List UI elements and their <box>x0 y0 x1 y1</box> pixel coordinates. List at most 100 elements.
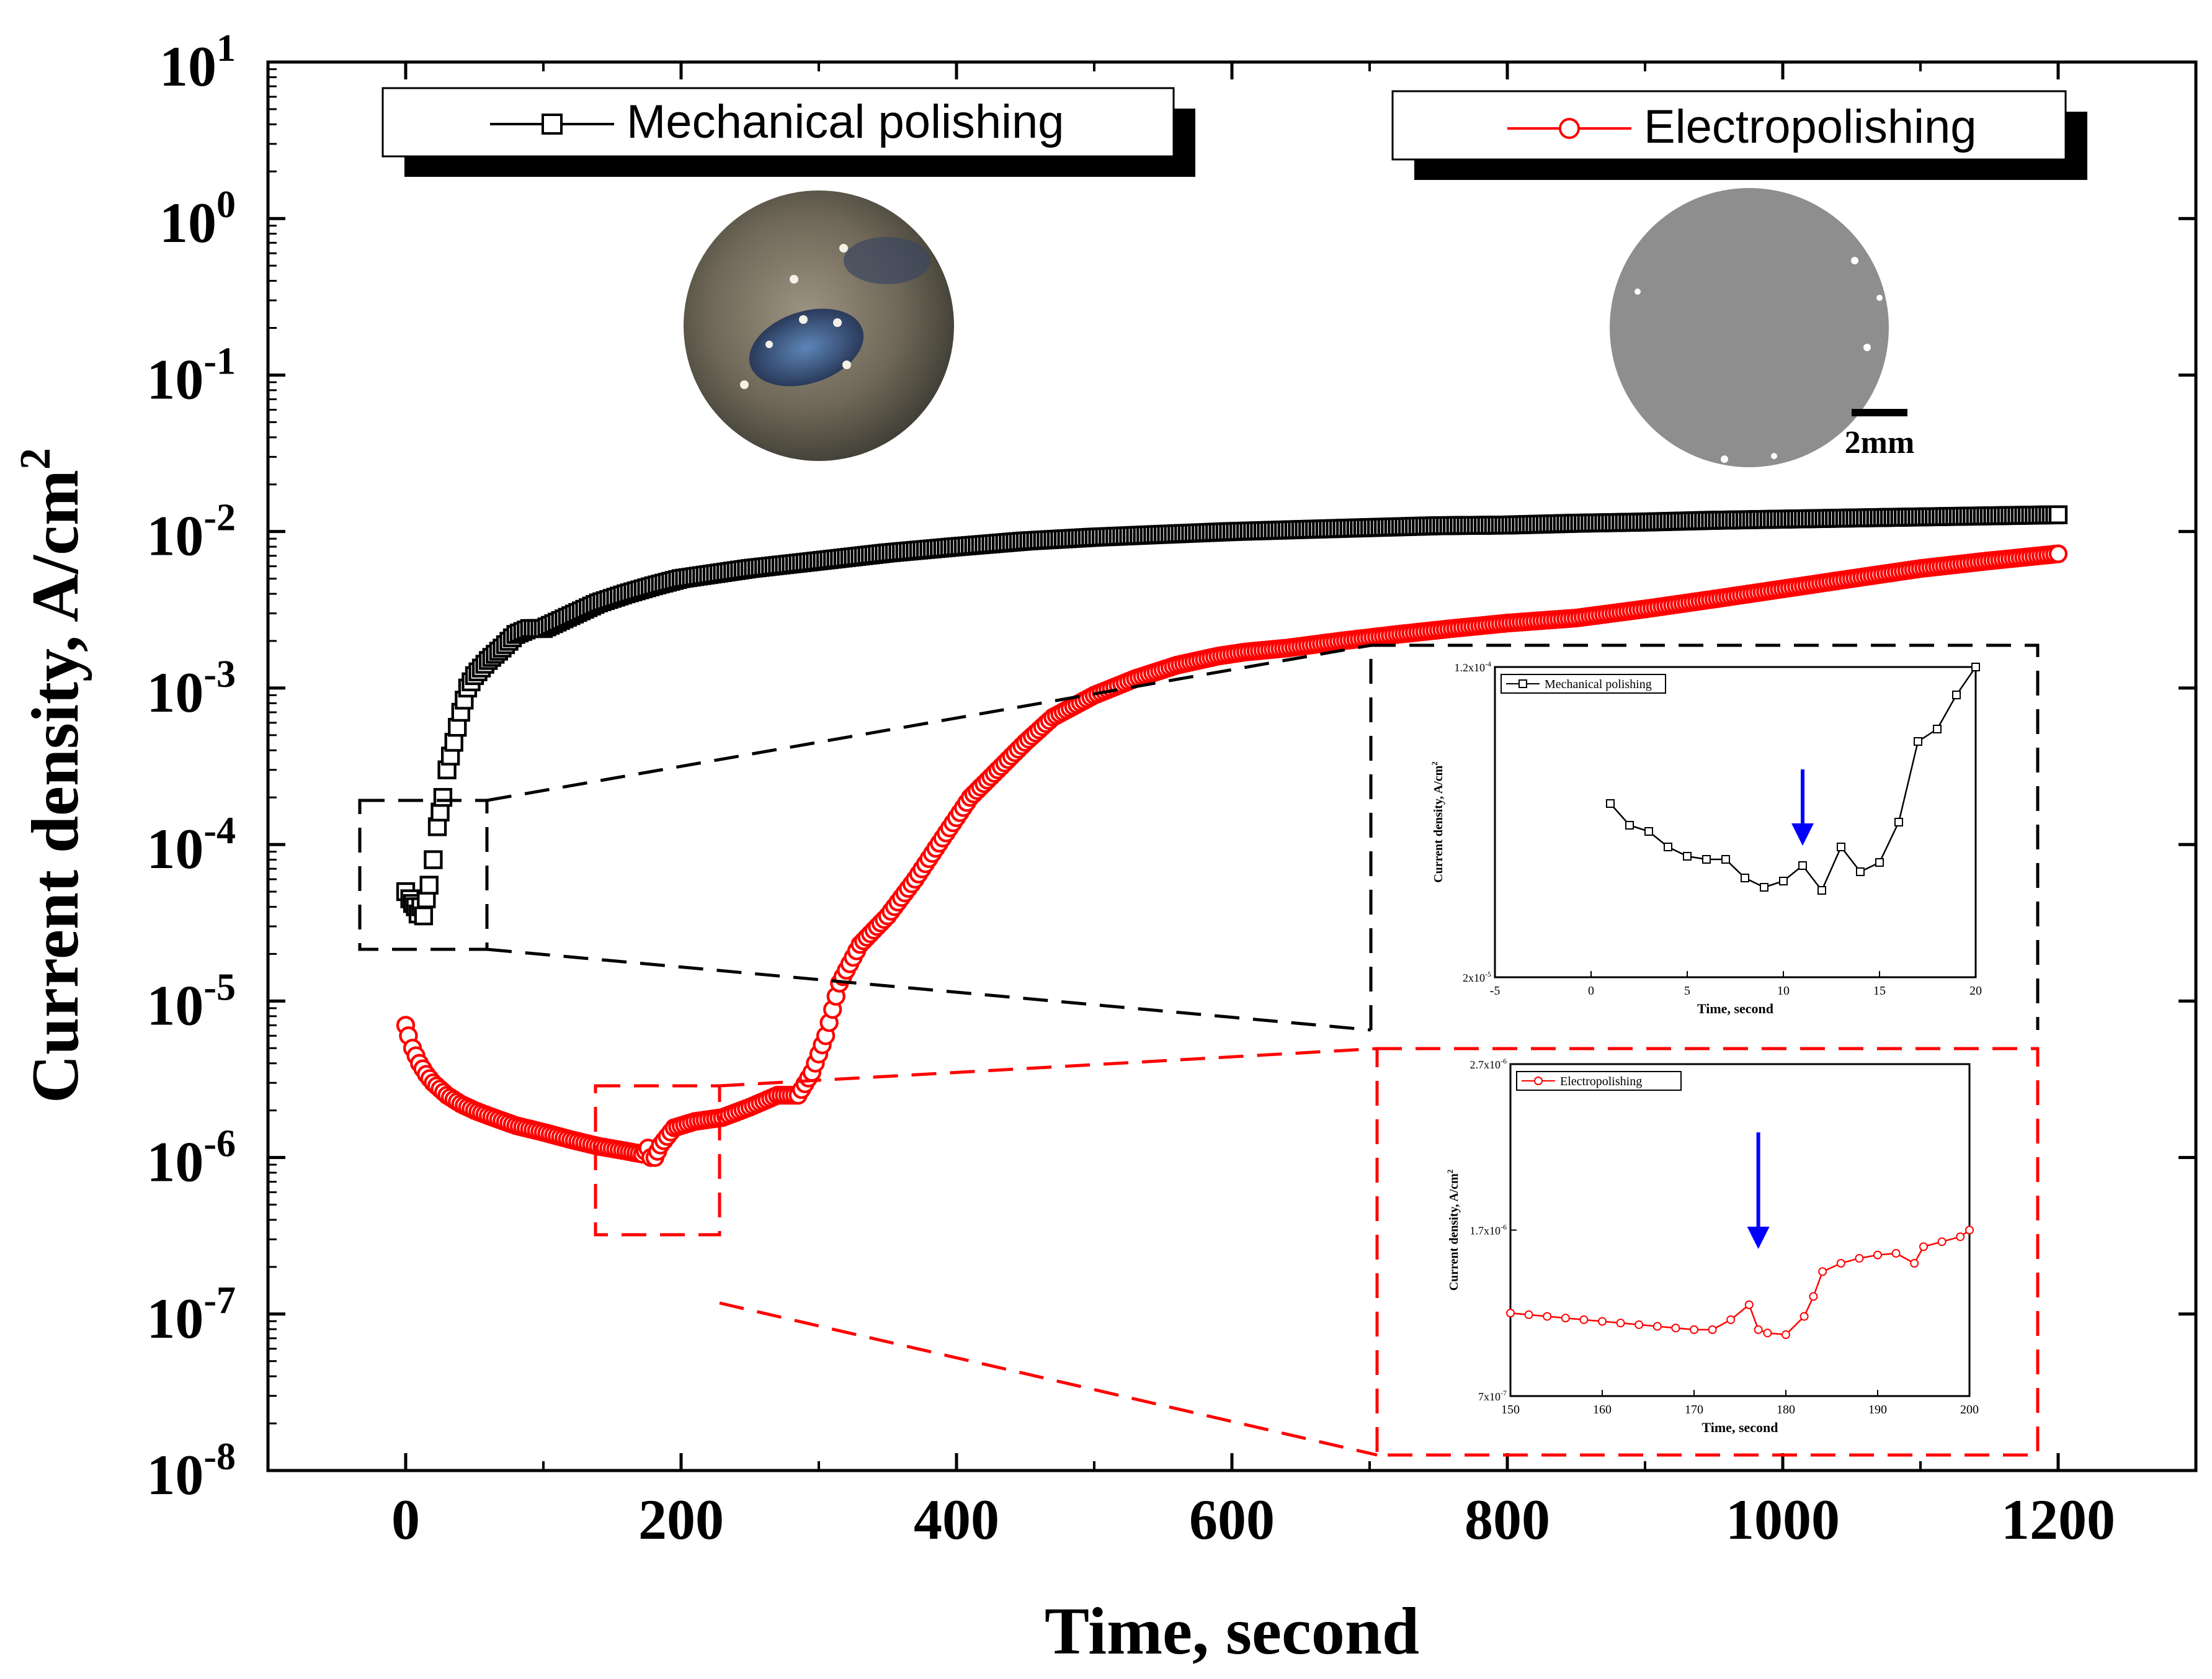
inset-y-tick-label-exponent: -6 <box>1501 1223 1507 1232</box>
legend-electro-label: Electropolishing <box>1644 101 1977 153</box>
x-tick-label: 600 <box>1189 1488 1275 1551</box>
inset-data-point <box>1652 1322 1662 1331</box>
inset-data-point <box>1702 855 1711 864</box>
x-tick-label: 0 <box>391 1488 420 1551</box>
y-axis-label-superscript: 2 <box>12 448 60 470</box>
inset-data-point <box>1799 1312 1809 1321</box>
inset-data-point <box>1506 1309 1515 1318</box>
inset-data-point <box>1809 1292 1818 1301</box>
y-tick-label-exponent: -6 <box>203 1123 236 1165</box>
x-axis: 0 200 400 600 800 1000 1200 <box>267 62 2115 1551</box>
inset-data-point <box>1937 1237 1947 1247</box>
inset-y-tick-label: 2x10-5 <box>1463 970 1491 984</box>
inset-data-point <box>1744 1300 1754 1309</box>
legend-mechanical-marker <box>542 114 563 135</box>
y-tick-label-base: 10 <box>146 974 203 1037</box>
inset-y-tick-label: 7x10-7 <box>1478 1389 1507 1403</box>
inset-y-tick-label-base: 1.2x10 <box>1455 661 1486 674</box>
inset-x-tick-label: 200 <box>1960 1403 1979 1417</box>
inset-frame <box>1494 666 1977 978</box>
inset-data-point <box>1625 821 1634 830</box>
y-tick-label-base: 10 <box>146 504 203 568</box>
inset-data-point <box>1598 1317 1607 1326</box>
inset-y-tick-label-base: 7x10 <box>1478 1390 1501 1403</box>
inset-data-point <box>1875 858 1884 867</box>
inset-data-point <box>1894 818 1903 826</box>
inset-data-point <box>1952 691 1961 699</box>
zoom-callout-mechanical <box>358 643 2040 1032</box>
inset-y-tick-label: 1.7x10-6 <box>1470 1223 1507 1237</box>
inset-legend-label: Mechanical polishing <box>1545 678 1652 691</box>
y-axis-label: Current density, A/cm2 <box>12 448 92 1103</box>
inset-y-axis-label-text: Current density, A/cm <box>1447 1173 1461 1291</box>
inset-y-tick-label-exponent: -7 <box>1501 1389 1507 1397</box>
mechanical-data-point <box>2048 505 2068 524</box>
inset-x-tick-label: 160 <box>1593 1403 1612 1417</box>
inset-data-point <box>1644 827 1653 836</box>
y-tick-label-exponent: 0 <box>216 184 236 226</box>
inset-data-point <box>1760 883 1768 892</box>
y-tick-label: 10-2 <box>146 497 236 568</box>
inset-legend-label: Electropolishing <box>1560 1075 1642 1088</box>
mechanical-data-point <box>419 875 439 895</box>
inset-x-axis-label: Time, second <box>1701 1420 1778 1435</box>
inset-data-point <box>1579 1315 1589 1324</box>
mechanical-sample-photo <box>684 190 954 461</box>
inset-x-tick-label: 150 <box>1501 1403 1520 1417</box>
inset-y-tick-label-exponent: -4 <box>1485 660 1491 668</box>
y-tick-label-base: 10 <box>146 817 203 880</box>
y-tick-label: 10-8 <box>146 1436 236 1507</box>
inset-y-axis-label-text: Current density, A/cm <box>1432 765 1445 882</box>
x-tick-label: 1000 <box>1726 1488 1840 1551</box>
inset-x-tick-label: 190 <box>1868 1403 1887 1417</box>
y-tick-label: 10-7 <box>146 1279 236 1350</box>
y-tick-label: 10-5 <box>146 966 236 1037</box>
inset-x-tick-label: 170 <box>1685 1403 1703 1417</box>
zoom-callout-electro <box>594 1047 2040 1457</box>
scale-bar-label: 2mm <box>1845 425 1915 460</box>
inset-data-point <box>1708 1325 1717 1334</box>
y-tick-label-base: 10 <box>159 35 216 98</box>
inset-y-tick-label-base: 2.7x10 <box>1470 1059 1501 1071</box>
y-tick-label: 100 <box>159 184 236 254</box>
y-tick-label: 10-1 <box>146 340 236 411</box>
inset-x-tick-label: 180 <box>1777 1403 1795 1417</box>
inset-data-point <box>1856 867 1865 876</box>
electropolished-sample-photo <box>1610 188 1889 467</box>
inset-data-point <box>1543 1312 1552 1321</box>
inset-y-tick-label-base: 2x10 <box>1463 972 1485 984</box>
inset-data-point <box>1910 1259 1919 1268</box>
x-tick-label: 1200 <box>2001 1488 2115 1551</box>
inset-x-tick-label: 20 <box>1969 984 1982 998</box>
inset-data-point <box>1634 1320 1644 1329</box>
inset-data-point <box>1914 737 1922 746</box>
inset-data-point <box>1933 725 1942 733</box>
y-tick-label-base: 10 <box>146 1131 203 1194</box>
inset-data-point <box>1754 1325 1763 1334</box>
x-axis-label: Time, second <box>1045 1595 1419 1668</box>
y-tick-label-exponent: -3 <box>203 653 236 696</box>
inset-data-point <box>1726 1315 1736 1324</box>
inset-y-axis-label-superscript: 2 <box>1430 761 1439 766</box>
inset-data-point <box>1690 1325 1698 1334</box>
series-electropolishing <box>396 544 2068 1167</box>
inset-data-point <box>1741 874 1749 882</box>
legend-mechanical-label: Mechanical polishing <box>627 96 1064 148</box>
y-tick-label: 10-4 <box>146 810 236 880</box>
inset-data-point <box>1855 1253 1864 1263</box>
x-tick-label: 800 <box>1465 1488 1550 1551</box>
inset-data-point <box>1965 1225 1974 1235</box>
inset-data-point <box>1919 1242 1928 1251</box>
y-tick-label-exponent: -2 <box>203 497 236 539</box>
y-tick-label-exponent: -8 <box>203 1436 236 1478</box>
y-tick-label-base: 10 <box>146 1287 203 1350</box>
inset-legend-marker <box>1534 1077 1543 1085</box>
y-tick-label-exponent: -4 <box>203 810 236 852</box>
inset-data-point <box>1763 1328 1772 1338</box>
inset-y-tick-label-exponent: -6 <box>1501 1057 1507 1065</box>
inset-data-point <box>1671 1323 1680 1333</box>
inset-data-point <box>1779 877 1788 885</box>
series-mechanical-polishing <box>396 505 2068 926</box>
